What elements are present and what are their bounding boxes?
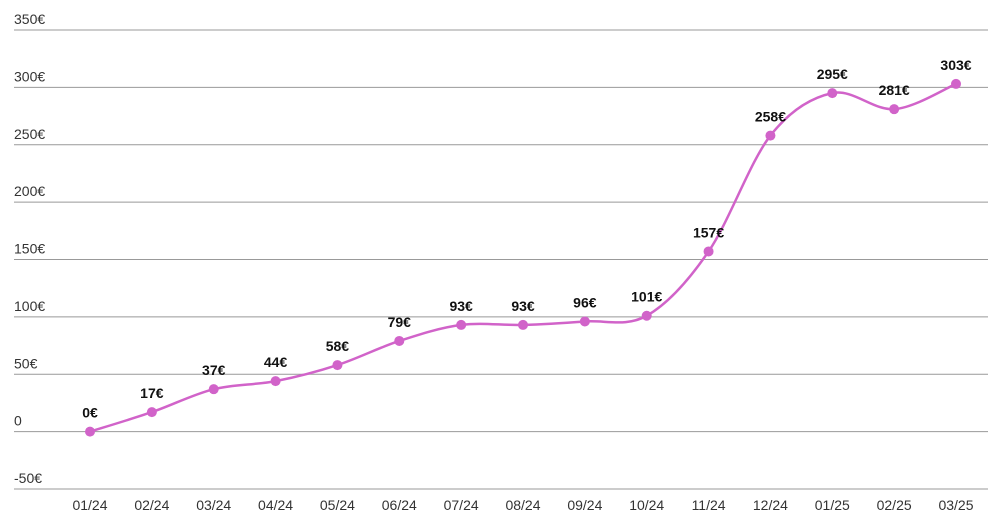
x-tick-label: 02/25 [877, 497, 912, 513]
data-point [827, 88, 838, 99]
x-tick-label: 05/24 [320, 497, 355, 513]
value-label: 93€ [511, 298, 535, 314]
value-label: 58€ [326, 338, 350, 354]
value-label: 79€ [388, 314, 412, 330]
value-label: 93€ [449, 298, 473, 314]
data-point [703, 246, 714, 257]
y-tick-label: 150€ [14, 241, 45, 257]
data-point [394, 335, 405, 346]
data-point [765, 130, 776, 141]
value-label: 295€ [817, 66, 848, 82]
x-tick-label: 07/24 [444, 497, 479, 513]
x-tick-label: 04/24 [258, 497, 293, 513]
y-tick-label: 50€ [14, 355, 38, 371]
data-point [518, 319, 528, 330]
y-tick-label: 350€ [14, 11, 45, 27]
value-label: 44€ [264, 354, 288, 370]
x-tick-label: 01/24 [72, 497, 107, 513]
x-tick-label: 12/24 [753, 497, 788, 513]
value-label: 96€ [573, 294, 597, 310]
data-point [579, 316, 590, 327]
data-point [270, 376, 281, 387]
y-tick-label: 250€ [14, 126, 45, 142]
series-line [89, 82, 957, 433]
data-point [641, 310, 652, 321]
y-tick-label: 0 [14, 413, 22, 429]
data-point [889, 104, 900, 115]
x-tick-label: 06/24 [382, 497, 417, 513]
value-label: 37€ [202, 362, 226, 378]
x-tick-label: 10/24 [629, 497, 664, 513]
value-label: 258€ [755, 109, 786, 125]
data-point [85, 426, 95, 437]
y-tick-label: 100€ [14, 298, 45, 314]
value-label: 303€ [940, 57, 971, 73]
value-label: 0€ [82, 405, 98, 421]
x-tick-label: 01/25 [815, 497, 850, 513]
x-tick-label: 03/25 [938, 497, 973, 513]
y-tick-label: 200€ [14, 183, 45, 199]
data-point [456, 319, 467, 330]
data-point [146, 407, 157, 418]
y-tick-label: -50€ [14, 470, 42, 486]
value-label: 17€ [140, 385, 164, 401]
data-point [208, 384, 219, 395]
x-tick-label: 08/24 [505, 497, 540, 513]
value-label: 101€ [631, 289, 662, 305]
data-point [951, 78, 961, 89]
x-tick-label: 02/24 [134, 497, 169, 513]
y-tick-label: 300€ [14, 68, 45, 84]
x-tick-label: 03/24 [196, 497, 231, 513]
x-tick-label: 09/24 [567, 497, 602, 513]
data-point [332, 360, 343, 371]
value-label: 157€ [693, 224, 724, 240]
value-label: 281€ [879, 82, 910, 98]
x-tick-label: 11/24 [692, 497, 726, 513]
